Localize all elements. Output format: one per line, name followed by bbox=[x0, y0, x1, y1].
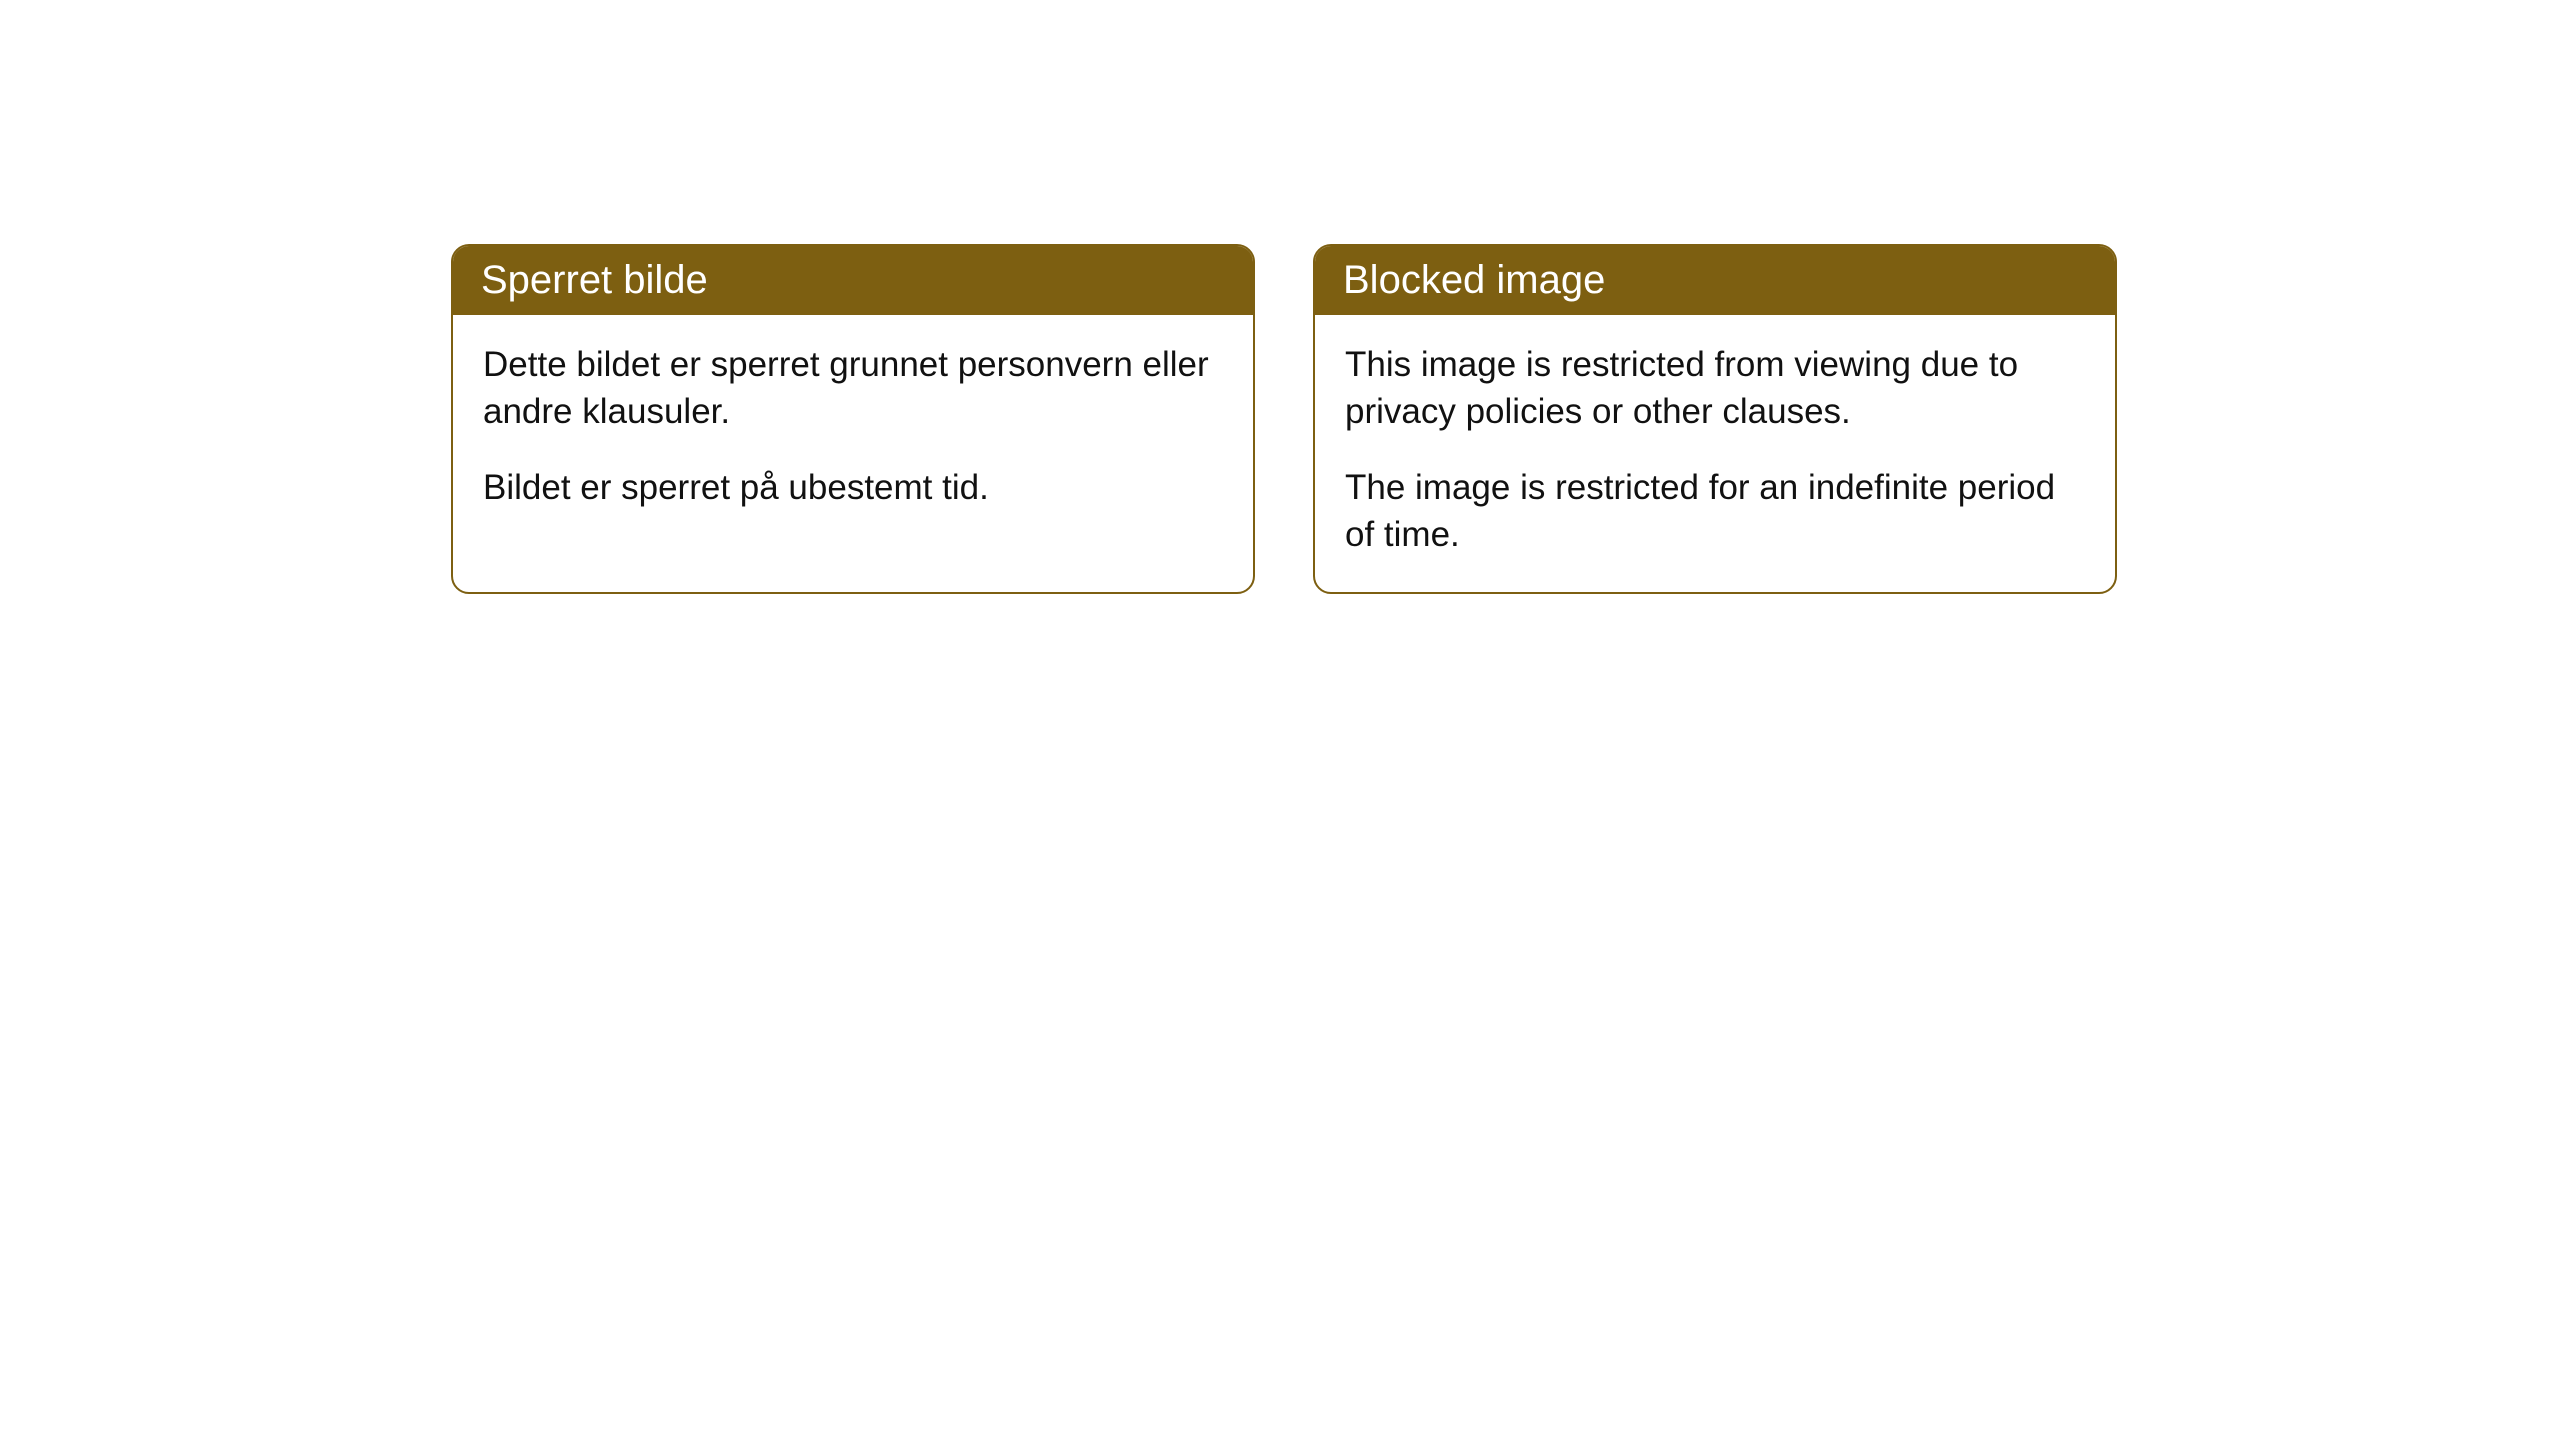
card-paragraph-1-english: This image is restricted from viewing du… bbox=[1345, 341, 2085, 436]
card-paragraph-1-norwegian: Dette bildet er sperret grunnet personve… bbox=[483, 341, 1223, 436]
card-body-norwegian: Dette bildet er sperret grunnet personve… bbox=[453, 315, 1253, 545]
blocked-image-card-english: Blocked image This image is restricted f… bbox=[1313, 244, 2117, 594]
card-title-english: Blocked image bbox=[1343, 258, 1605, 302]
notice-container: Sperret bilde Dette bildet er sperret gr… bbox=[0, 0, 2560, 594]
card-header-norwegian: Sperret bilde bbox=[453, 246, 1253, 315]
card-title-norwegian: Sperret bilde bbox=[481, 258, 708, 302]
card-body-english: This image is restricted from viewing du… bbox=[1315, 315, 2115, 592]
blocked-image-card-norwegian: Sperret bilde Dette bildet er sperret gr… bbox=[451, 244, 1255, 594]
card-paragraph-2-norwegian: Bildet er sperret på ubestemt tid. bbox=[483, 464, 1223, 511]
card-header-english: Blocked image bbox=[1315, 246, 2115, 315]
card-paragraph-2-english: The image is restricted for an indefinit… bbox=[1345, 464, 2085, 559]
